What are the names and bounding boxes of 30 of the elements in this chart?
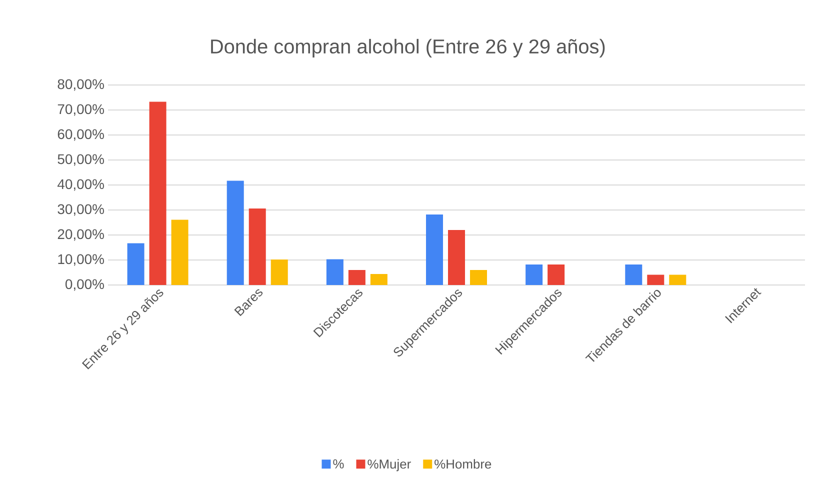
bar <box>669 274 686 285</box>
y-tick-label: 80,00% <box>58 79 104 91</box>
bar <box>348 270 366 285</box>
bar <box>470 270 488 285</box>
bar <box>548 264 565 285</box>
bar <box>248 208 266 285</box>
chart-title: Donde compran alcohol (Entre 26 y 29 años) <box>211 38 605 58</box>
legend-label: %Hombre <box>434 459 492 469</box>
bar <box>426 214 444 285</box>
bar <box>171 220 188 285</box>
y-tick-label: 60,00% <box>58 129 104 141</box>
bar <box>448 230 466 285</box>
bar <box>149 102 166 285</box>
legend-label: % <box>333 459 344 468</box>
y-tick-label: 70,00% <box>58 104 104 116</box>
y-tick-label: 0,00% <box>65 279 104 291</box>
y-tick-label: 30,00% <box>58 204 104 216</box>
bar <box>647 274 664 285</box>
bar <box>625 264 642 285</box>
bar <box>370 274 388 285</box>
bar <box>270 259 288 285</box>
y-tick-label: 40,00% <box>57 179 104 191</box>
legend-label: %Mujer <box>368 459 411 472</box>
y-tick-label: 20,00% <box>58 229 104 241</box>
bar <box>326 259 344 285</box>
bar <box>226 180 244 285</box>
y-tick-label: 10,00% <box>58 254 104 266</box>
y-tick-label: 50,00% <box>58 154 104 166</box>
bar <box>526 264 543 285</box>
bar <box>127 243 144 285</box>
